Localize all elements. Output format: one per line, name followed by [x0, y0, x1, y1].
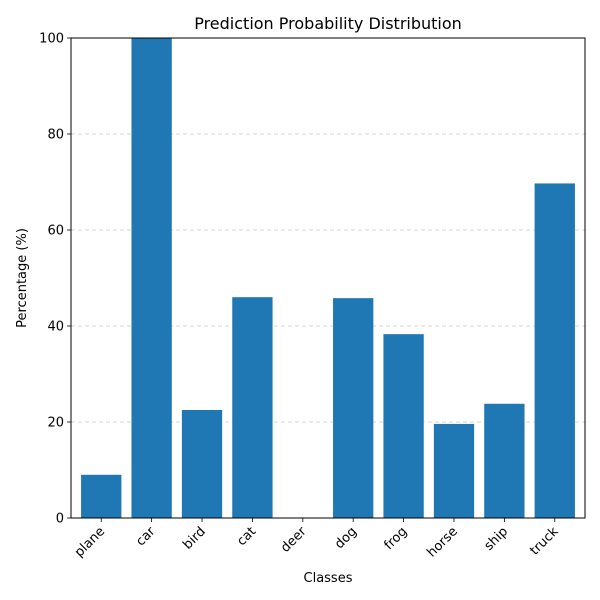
bar-car	[131, 38, 172, 518]
bar-ship	[484, 403, 525, 518]
x-tick-label-dog: dog	[332, 524, 360, 552]
x-tick-label-cat: cat	[234, 524, 259, 549]
bar-bird	[181, 410, 223, 518]
x-tick-label-plane: plane	[72, 524, 108, 560]
bar-plane	[81, 474, 122, 518]
x-tick-label-bird: bird	[180, 524, 208, 552]
y-axis-label: Percentage (%)	[15, 228, 30, 328]
bar-horse	[433, 423, 475, 518]
y-tick-label: 100	[39, 32, 64, 47]
x-tick-label-ship: ship	[482, 524, 512, 554]
x-tick-label-deer: deer	[278, 524, 310, 556]
y-tick-label: 0	[56, 512, 64, 527]
x-tick-label-horse: horse	[425, 524, 461, 560]
y-tick-label: 80	[47, 128, 64, 143]
x-axis-label: Classes	[304, 571, 353, 586]
x-ticks: plane car bird cat deer dog frog horse ship truck	[72, 518, 562, 561]
chart-title: Prediction Probability Distribution	[194, 14, 462, 33]
y-tick-label: 60	[47, 224, 64, 239]
y-tick-label: 20	[47, 416, 64, 431]
y-tick-label: 40	[47, 320, 64, 335]
bar-frog	[383, 334, 424, 518]
axes	[70, 37, 586, 519]
x-tick-label-frog: frog	[382, 524, 411, 553]
y-ticks: 0 20 40 60 80 100	[39, 32, 71, 527]
x-tick-label-car: car	[133, 524, 159, 550]
bars	[81, 38, 575, 518]
bar-dog	[333, 298, 374, 518]
plot-frame	[70, 37, 586, 519]
bar-cat	[232, 297, 273, 518]
bar-truck	[534, 183, 575, 518]
x-tick-label-truck: truck	[527, 524, 562, 559]
